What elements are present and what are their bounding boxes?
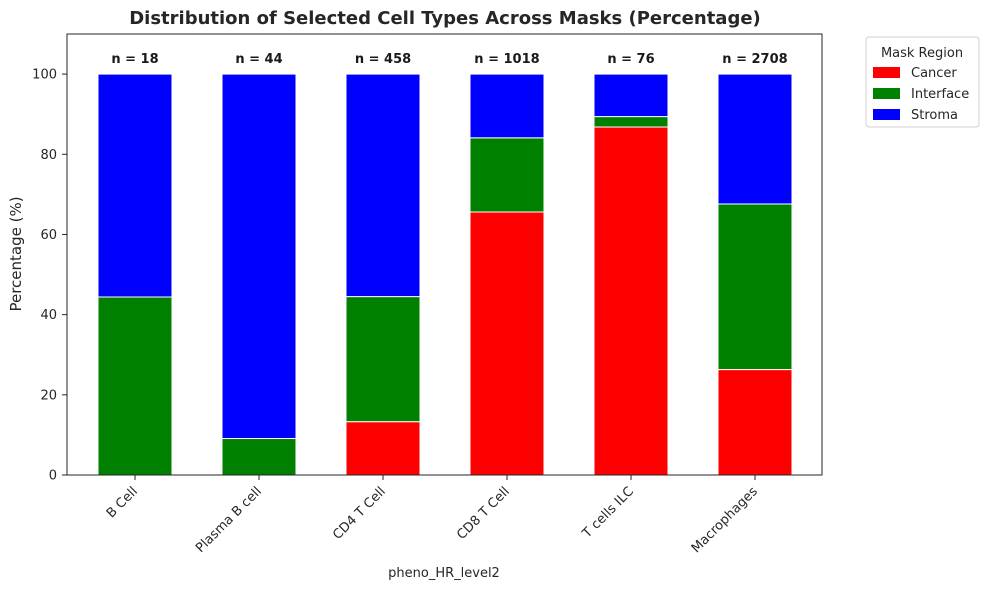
bar-cancer-4 — [469, 211, 545, 476]
count-labels-group: n = 18 n = 44 n = 458 n = 1018 n = 76 n = 270… — [111, 52, 787, 67]
count-label-2: n = 44 — [235, 52, 282, 67]
legend-frame — [865, 36, 980, 128]
bar-interface-3 — [345, 296, 421, 423]
bars-group — [97, 73, 793, 476]
y-ticks-group: 0 20 40 60 80 100 — [32, 68, 67, 484]
bar-interface-4 — [469, 137, 545, 213]
chart-title: Distribution of Selected Cell Types Acro… — [129, 8, 761, 29]
bar-stroma-6 — [717, 73, 793, 205]
bar-cancer-5 — [593, 126, 669, 476]
count-label-6: n = 2708 — [722, 52, 787, 67]
x-tick-label-4: CD8 T Cell — [454, 484, 513, 543]
bar-interface-5 — [593, 116, 669, 128]
legend-items: Cancer Interface Stroma — [873, 66, 969, 123]
bar-stroma-2 — [221, 73, 297, 440]
legend-label-interface: Interface — [911, 87, 969, 102]
bar-interface-6 — [717, 203, 793, 371]
legend-title: Mask Region — [881, 46, 963, 61]
count-label-1: n = 18 — [111, 52, 158, 67]
y-tick-label-0: 0 — [49, 469, 57, 484]
y-tick-label-60: 60 — [40, 228, 57, 243]
y-tick-label-20: 20 — [40, 388, 57, 403]
legend-swatch-stroma — [873, 109, 900, 120]
x-tick-label-5: T cells ILC — [579, 484, 637, 542]
bar-stroma-4 — [469, 73, 545, 139]
bar-stroma-1 — [97, 73, 173, 298]
bar-stroma-3 — [345, 73, 421, 298]
legend: Mask Region Cancer Interface Stroma — [865, 36, 980, 128]
y-axis-label: Percentage (%) — [7, 196, 25, 311]
x-tick-label-6: Macrophages — [689, 484, 761, 556]
y-tick-label-80: 80 — [40, 148, 57, 163]
y-tick-label-100: 100 — [32, 68, 57, 83]
count-label-3: n = 458 — [355, 52, 411, 67]
bar-interface-2 — [221, 438, 297, 476]
x-tick-label-2: Plasma B cell — [193, 484, 265, 556]
legend-swatch-interface — [873, 88, 900, 99]
x-axis-label: pheno_HR_level2 — [388, 566, 500, 581]
bar-cancer-6 — [717, 369, 793, 476]
bar-cancer-3 — [345, 421, 421, 476]
count-label-5: n = 76 — [607, 52, 654, 67]
legend-label-stroma: Stroma — [911, 108, 958, 123]
bar-stroma-5 — [593, 73, 669, 118]
x-ticks-group: B Cell Plasma B cell CD4 T Cell CD8 T Cell T… — [104, 475, 761, 556]
y-tick-label-40: 40 — [40, 308, 57, 323]
x-tick-label-3: CD4 T Cell — [330, 484, 389, 543]
count-label-4: n = 1018 — [474, 52, 539, 67]
x-tick-label-1: B Cell — [104, 484, 141, 521]
plot-frame — [66, 33, 823, 476]
legend-label-cancer: Cancer — [911, 66, 957, 81]
legend-swatch-cancer — [873, 67, 900, 78]
bar-interface-1 — [97, 296, 173, 476]
